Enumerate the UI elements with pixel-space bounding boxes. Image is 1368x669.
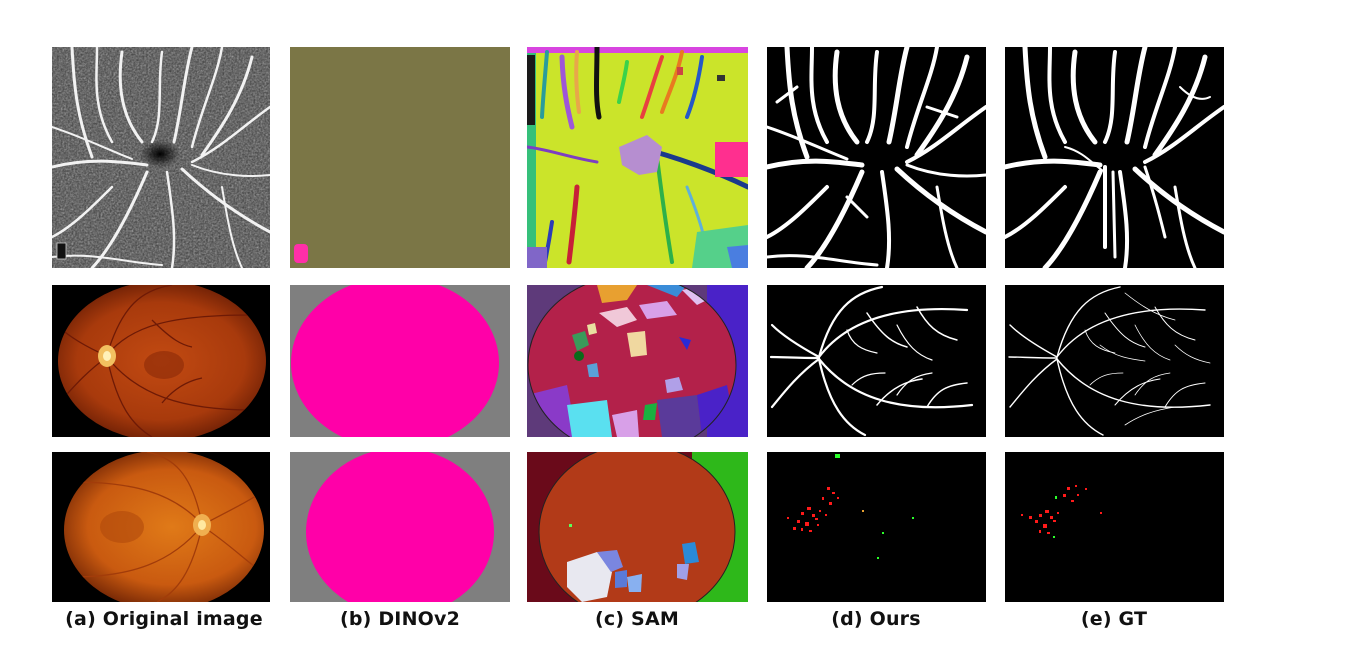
octa-ours-result bbox=[767, 47, 986, 268]
caption-ours: (d) Ours bbox=[831, 608, 921, 630]
caption-original-image: (a) Original image bbox=[65, 608, 263, 630]
fundus-lesion-original-image bbox=[52, 452, 270, 602]
octa-gt-result bbox=[1005, 47, 1224, 268]
fundus-vessel-dinov2-result bbox=[290, 285, 510, 437]
fundus-vessel-original-image bbox=[52, 285, 270, 437]
fundus-lesion-gt-result bbox=[1005, 452, 1224, 602]
fundus-vessel-sam-result bbox=[527, 285, 748, 437]
caption-sam: (c) SAM bbox=[595, 608, 679, 630]
fundus-lesion-dinov2-result bbox=[290, 452, 510, 602]
octa-dinov2-result bbox=[290, 47, 510, 268]
caption-gt: (e) GT bbox=[1080, 608, 1148, 630]
fundus-vessel-ours-result bbox=[767, 285, 986, 437]
octa-sam-result bbox=[527, 47, 748, 268]
fundus-lesion-ours-result bbox=[767, 452, 986, 602]
fundus-vessel-gt-result bbox=[1005, 285, 1224, 437]
octa-original-image bbox=[52, 47, 270, 268]
fundus-lesion-sam-result bbox=[527, 452, 748, 602]
caption-dinov2: (b) DINOv2 bbox=[339, 608, 461, 630]
